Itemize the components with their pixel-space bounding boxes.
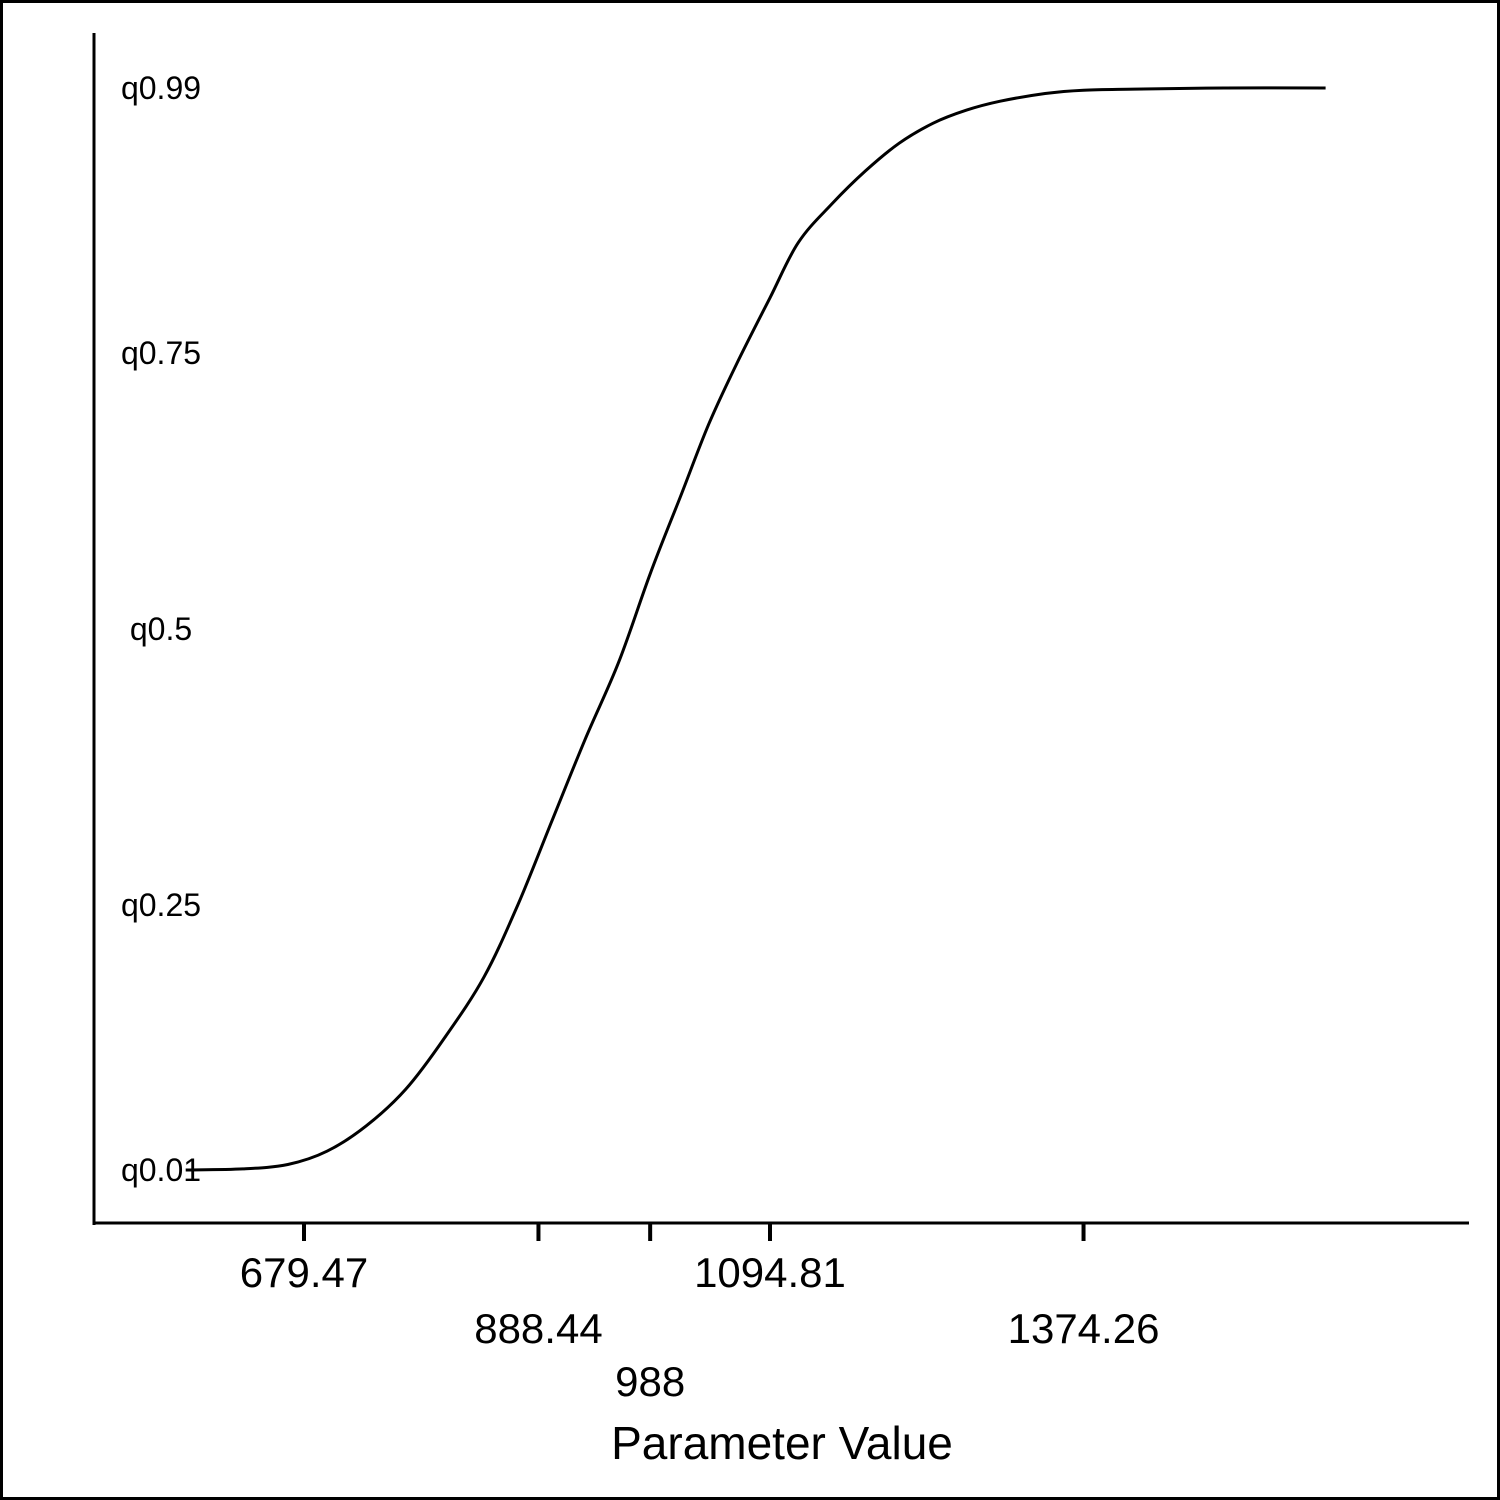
x-tick-label: 679.47 — [240, 1249, 368, 1296]
x-ticks: 679.47 888.44 988 1094.81 1374.26 — [240, 1223, 1160, 1405]
y-tick-label: q0.99 — [121, 70, 201, 106]
y-tick-label: q0.5 — [130, 611, 192, 647]
x-tick-label: 888.44 — [474, 1305, 602, 1352]
y-tick-label: q0.25 — [121, 887, 201, 923]
x-tick-label: 1374.26 — [1008, 1305, 1160, 1352]
y-tick-label: q0.75 — [121, 335, 201, 371]
series-line — [185, 86, 1326, 1172]
x-axis-title: Parameter Value — [611, 1417, 953, 1469]
x-tick-label: 1094.81 — [694, 1249, 846, 1296]
x-tick-label: 988 — [615, 1358, 685, 1405]
